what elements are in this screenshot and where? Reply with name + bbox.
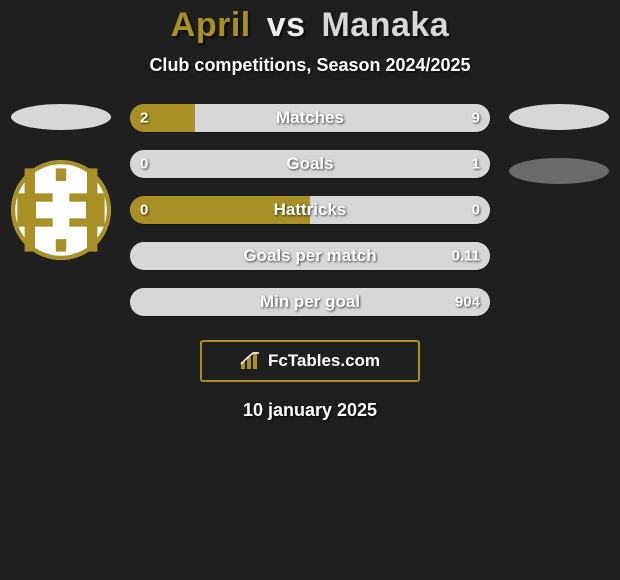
stat-bar: Goals per match 0.11 [130,242,490,270]
title-right-name: Manaka [321,6,449,44]
stat-bar-label: Goals [286,154,333,174]
bar-chart-icon [240,352,262,370]
stat-bar: Matches 2 9 [130,104,490,132]
title-left-name: April [171,6,251,44]
stat-bar-label: Goals per match [243,246,376,266]
date-text: 10 january 2025 [0,400,620,421]
stat-bar-label: Matches [276,108,344,128]
left-club-crest [9,158,113,262]
title-vs: vs [267,6,306,44]
stat-bar-value-right: 904 [455,294,480,311]
stat-bar: Goals 0 1 [130,150,490,178]
right-shadow-ellipse-1 [509,104,609,130]
left-shadow-ellipse [11,104,111,130]
stat-bars: Matches 2 9 Goals 0 1 Hattricks 0 0 Goals per mat… [130,104,490,316]
stat-bar-value-right: 0 [472,202,480,219]
footer-brand-box[interactable]: FcTables.com [200,340,420,382]
page-title: April vs Manaka [0,6,620,45]
stat-bar-value-right: 0.11 [452,248,480,265]
stat-bar-label: Hattricks [274,200,347,220]
footer-brand-text: FcTables.com [268,351,380,371]
content-grid: Matches 2 9 Goals 0 1 Hattricks 0 0 Goals per mat… [0,104,620,316]
comparison-card: April vs Manaka Club competitions, Seaso… [0,0,620,421]
stat-bar: Hattricks 0 0 [130,196,490,224]
stat-bar: Min per goal 904 [130,288,490,316]
stat-bar-label: Min per goal [260,292,360,312]
right-shadow-ellipse-2 [509,158,609,184]
stat-bar-value-left: 0 [140,202,148,219]
crest-icon [9,158,113,262]
stat-bar-value-left: 0 [140,156,148,173]
stat-bar-value-left: 2 [140,110,148,127]
stat-bar-value-right: 9 [472,110,480,127]
stat-bar-value-right: 1 [472,156,480,173]
left-column [6,104,116,262]
right-column [504,104,614,212]
subtitle: Club competitions, Season 2024/2025 [0,55,620,76]
